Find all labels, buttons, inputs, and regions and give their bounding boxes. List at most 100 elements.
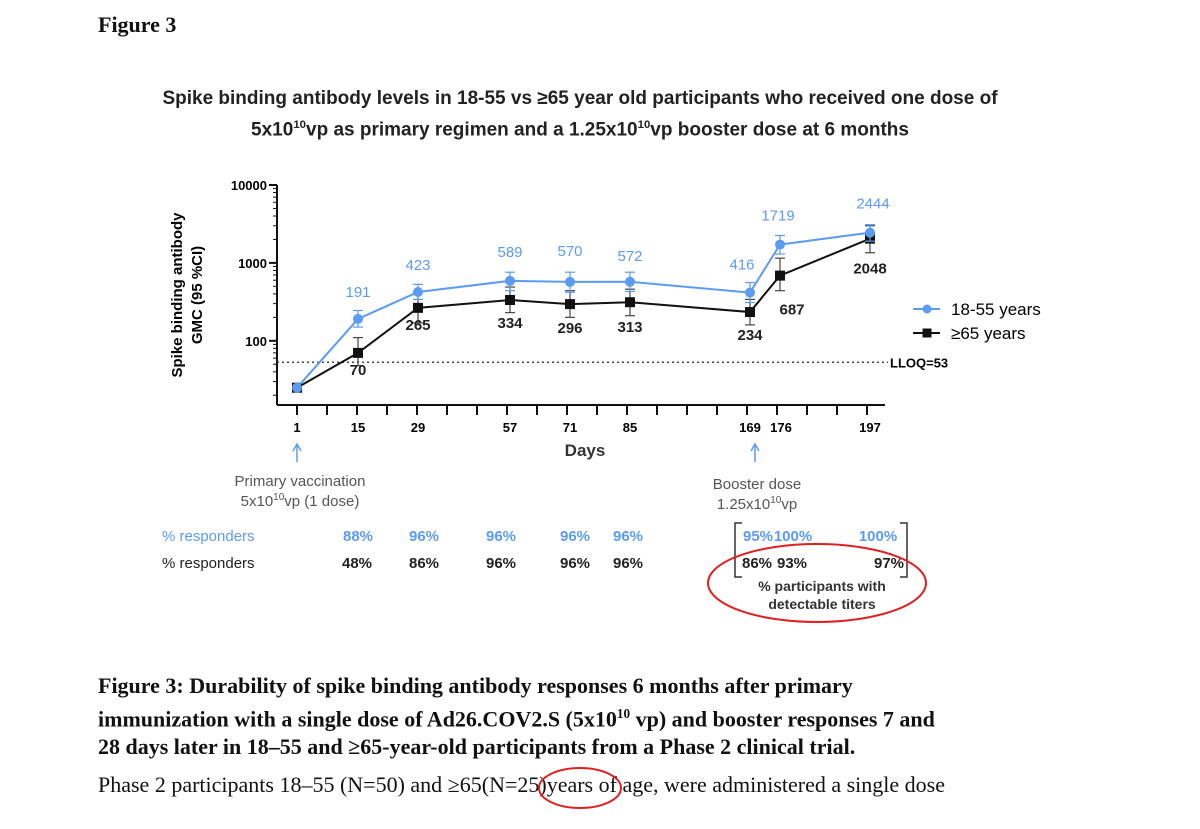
x-tick-label: 29: [411, 420, 425, 435]
data-point-young: [565, 276, 575, 287]
detectable-titers-line2: detectable titers: [768, 596, 876, 612]
x-tick-label: 71: [563, 420, 577, 435]
booster-dose-arrow-head: [750, 442, 760, 452]
data-point-old: [413, 302, 423, 313]
responders-young-value: 96%: [409, 528, 439, 545]
data-point-old: [625, 297, 635, 308]
data-point-old: [505, 295, 515, 306]
responders-young-value: 96%: [560, 528, 590, 545]
primary-dose-label: 5x1010vp (1 dose): [241, 492, 360, 510]
data-label-old: 296: [557, 320, 582, 337]
booster-dose-unit: vp: [781, 496, 797, 513]
figure-caption: Figure 3: Durability of spike binding an…: [98, 672, 1138, 761]
data-label-young: 589: [497, 244, 522, 261]
x-tick-label: 15: [351, 420, 365, 435]
data-point-young: [292, 382, 302, 393]
primary-dose-base: 5x10: [241, 493, 274, 510]
data-label-old: 313: [617, 319, 642, 336]
responders-old-value: 48%: [342, 555, 372, 572]
data-label-young: 570: [557, 243, 582, 260]
responders-young-value: 95%: [743, 528, 773, 545]
booster-bracket-right: [900, 522, 908, 578]
responders-old-value: 96%: [560, 555, 590, 572]
responders-young-value: 88%: [343, 528, 373, 545]
caption-line1: Figure 3: Durability of spike binding an…: [98, 673, 853, 698]
antibody-chart: 100 1000 10000 Spike binding antibody GMC (9…: [162, 178, 1041, 623]
data-label-old: 334: [497, 315, 523, 332]
detectable-highlight-ellipse: [707, 543, 927, 623]
responders-old-value: 93%: [777, 555, 807, 572]
data-label-young: 2444: [856, 196, 889, 213]
x-tick-label: 57: [503, 420, 517, 435]
y-tick-label: 100: [245, 334, 267, 349]
responders-old-value: 97%: [874, 555, 904, 572]
responders-old-value: 96%: [486, 555, 516, 572]
primary-dose-unit: vp (1 dose): [284, 493, 359, 510]
data-point-young: [505, 275, 515, 286]
primary-vaccination-arrow: [292, 442, 302, 462]
responders-young-value: 96%: [613, 528, 643, 545]
legend: 18-55 years ≥65 years: [913, 300, 1041, 343]
x-tick-label: 176: [770, 420, 792, 435]
data-label-young: 1719: [761, 208, 794, 225]
data-label-young: 572: [617, 248, 642, 265]
responders-young-value: 100%: [774, 528, 812, 545]
lloq-label: LLOQ=53: [890, 355, 948, 370]
data-label-old: 234: [737, 327, 763, 344]
caption-line3: 28 days later in 18–55 and ≥65-year-old …: [98, 734, 856, 760]
booster-dose-label: Booster dose: [713, 476, 801, 493]
data-label-young: 416: [729, 257, 754, 274]
booster-bracket-left: [734, 522, 742, 578]
data-point-young: [413, 287, 423, 298]
booster-dose-base: 1.25x10: [717, 496, 770, 513]
data-label-old: 687: [779, 302, 804, 319]
legend-marker-old: [922, 328, 932, 338]
data-point-old: [775, 270, 785, 281]
booster-dose-amount: 1.25x1010vp: [717, 495, 797, 513]
x-tick-label: 197: [859, 420, 881, 435]
data-label-young: 191: [345, 284, 370, 301]
x-tick-label: 169: [739, 420, 761, 435]
y-axis-label-line2: GMC (95 %CI): [189, 246, 206, 344]
data-point-old: [745, 307, 755, 318]
chart-title: Spike binding antibody levels in 18-55 v…: [60, 86, 1100, 143]
data-label-old: 70: [350, 362, 367, 379]
legend-marker-young: [922, 304, 932, 314]
data-point-young: [625, 276, 635, 287]
y-tick-label: 1000: [238, 256, 267, 271]
data-label-young: 423: [405, 257, 430, 274]
primary-vaccination-label: Primary vaccination: [235, 473, 366, 490]
responders-old-value: 86%: [742, 555, 772, 572]
y-axis-label-line1: Spike binding antibody: [169, 212, 186, 378]
data-point-young: [353, 313, 363, 324]
primary-vaccination-arrow-head: [292, 442, 302, 452]
primary-dose-exp: 10: [273, 492, 285, 503]
data-label-old: 2048: [853, 261, 886, 278]
caption-line2: immunization with a single dose of Ad26.…: [98, 706, 935, 732]
responders-label-old: % responders: [162, 555, 255, 572]
x-tick-label: 1: [293, 420, 300, 435]
data-point-young: [865, 227, 875, 238]
x-tick-label: 85: [623, 420, 637, 435]
legend-label-old: ≥65 years: [951, 324, 1026, 343]
data-point-old: [565, 299, 575, 310]
data-point-old: [353, 347, 363, 358]
n-highlight-ellipse: [538, 767, 622, 809]
y-axis-label: Spike binding antibody GMC (95 %CI): [169, 212, 206, 378]
chart-title-line2: 5x1010vp as primary regimen and a 1.25x1…: [251, 119, 909, 141]
n-participants-circled: (N=25): [481, 772, 547, 797]
booster-dose-arrow: [750, 442, 760, 462]
data-point-young: [745, 287, 755, 298]
legend-label-young: 18-55 years: [951, 300, 1041, 319]
figure-label: Figure 3: [98, 12, 177, 37]
responders-old-value: 96%: [613, 555, 643, 572]
data-point-young: [775, 239, 785, 250]
responders-young-value: 100%: [859, 528, 897, 545]
responders-young-value: 96%: [486, 528, 516, 545]
responders-label-young: % responders: [162, 528, 255, 545]
y-tick-label: 10000: [231, 178, 267, 193]
responders-old-value: 86%: [409, 555, 439, 572]
detectable-titers-line1: % participants with: [758, 578, 886, 594]
n-highlight-overlay: [538, 767, 622, 809]
booster-dose-exp: 10: [770, 495, 782, 506]
